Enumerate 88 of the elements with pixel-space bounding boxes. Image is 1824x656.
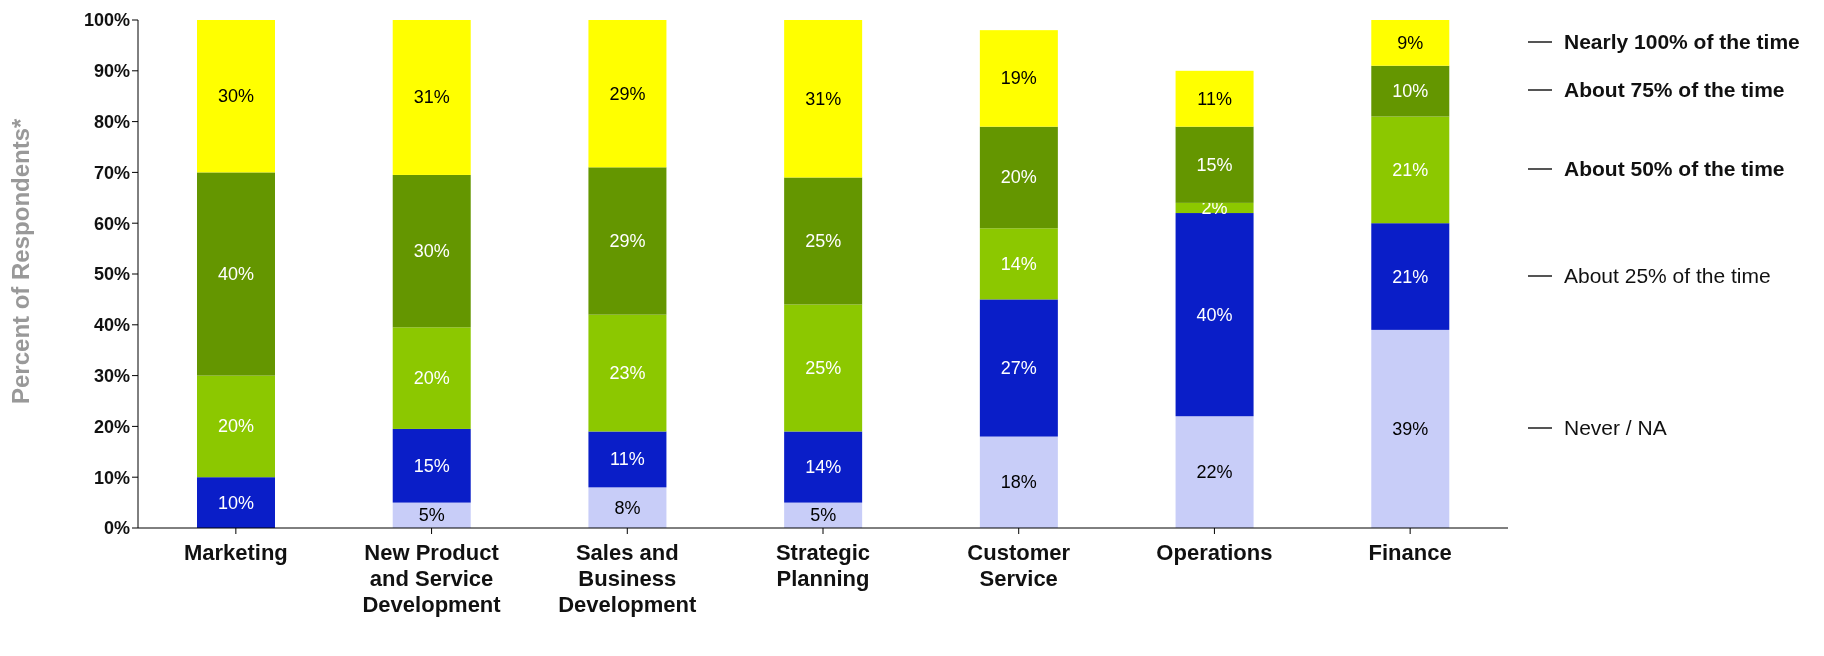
bar (588, 167, 667, 315)
bar (979, 436, 1058, 528)
data-label: 27% (1000, 357, 1037, 378)
y-tick-label: 100% (83, 10, 130, 31)
y-tick-label: 90% (93, 61, 130, 82)
data-label: 14% (805, 457, 842, 478)
bar (392, 20, 471, 175)
data-label: 14% (1000, 253, 1037, 274)
data-label: 15% (413, 455, 450, 476)
y-tick-label: 10% (93, 467, 130, 488)
bar (1371, 223, 1450, 330)
x-tick-label: Operations (1156, 540, 1273, 565)
x-tick-label: Marketing (183, 540, 288, 565)
data-label: 25% (805, 230, 842, 251)
bar (979, 30, 1058, 127)
data-label: 20% (217, 416, 255, 437)
x-tick-label: Sales and Business Development (558, 540, 698, 617)
bar (197, 477, 275, 528)
data-label: 40% (217, 264, 255, 284)
bar (392, 428, 471, 503)
bar (1175, 126, 1254, 203)
bar (784, 431, 863, 503)
data-label: 15% (1196, 154, 1233, 175)
bar (979, 228, 1058, 300)
bar (197, 20, 275, 173)
y-tick-label: 30% (93, 365, 130, 386)
bar (1371, 65, 1450, 117)
data-label: 22% (1196, 462, 1233, 483)
text: About 75% of the time (1564, 78, 1785, 103)
data-label: 11% (610, 449, 645, 470)
y-tick-label: 40% (93, 315, 130, 336)
bar (1175, 70, 1254, 127)
data-label: 18% (1000, 472, 1037, 493)
data-label: 30% (413, 241, 450, 262)
data-label: 5% (418, 505, 445, 526)
bar (1371, 20, 1450, 66)
data-label: 40% (1196, 304, 1233, 325)
data-label: 20% (413, 368, 450, 389)
data-label: 11% (1197, 88, 1232, 109)
data-label: 20% (1000, 167, 1037, 188)
x-tick-label: Customer Service (967, 540, 1071, 591)
data-label: 21% (1392, 266, 1429, 287)
y-tick-label: 60% (93, 213, 130, 234)
data-label: 9% (1397, 32, 1424, 53)
bar (979, 299, 1058, 437)
y-tick-label: 80% (93, 111, 130, 132)
bar (197, 375, 275, 478)
bar (1175, 416, 1254, 528)
data-label: 21% (1392, 159, 1429, 180)
data-label: 29% (609, 83, 646, 104)
bar (979, 126, 1058, 229)
bar (197, 172, 275, 376)
bar (588, 431, 667, 488)
y-tick-label: 50% (93, 264, 130, 285)
data-label: 8% (614, 497, 641, 518)
text: Nearly 100% of the time (1564, 29, 1800, 54)
text: About 25% of the time (1564, 263, 1771, 288)
data-label: 19% (1000, 68, 1037, 89)
bar (784, 304, 863, 432)
y-tick-label: 20% (93, 416, 130, 437)
bar (784, 20, 863, 178)
bar (784, 177, 863, 305)
y-tick-label: 70% (93, 162, 130, 183)
bar (392, 327, 471, 429)
text: Never / NA (1564, 415, 1667, 440)
data-label: 31% (805, 88, 842, 109)
data-label: 29% (609, 230, 646, 251)
data-label: 10% (217, 492, 255, 513)
bar (392, 174, 471, 328)
data-label: 5% (810, 505, 837, 526)
text: About 50% of the time (1564, 156, 1785, 181)
bar (588, 314, 667, 432)
x-tick-label: Finance (1368, 540, 1452, 565)
x-tick-label: New Product and Service Development (362, 540, 502, 617)
data-label: 31% (413, 87, 450, 108)
data-label: 23% (609, 363, 646, 384)
data-label: 30% (217, 86, 255, 107)
bar (588, 487, 667, 528)
bar (588, 20, 667, 168)
bar (1371, 116, 1450, 224)
data-label: 10% (1392, 81, 1429, 102)
data-label: 39% (1392, 418, 1429, 439)
bar (1175, 213, 1254, 417)
y-axis-title: Percent of Respondents* (6, 117, 34, 404)
data-label: 25% (805, 357, 842, 378)
bar (1371, 329, 1450, 528)
x-tick-label: Strategic Planning (775, 540, 871, 591)
y-tick-label: 0% (103, 518, 130, 539)
